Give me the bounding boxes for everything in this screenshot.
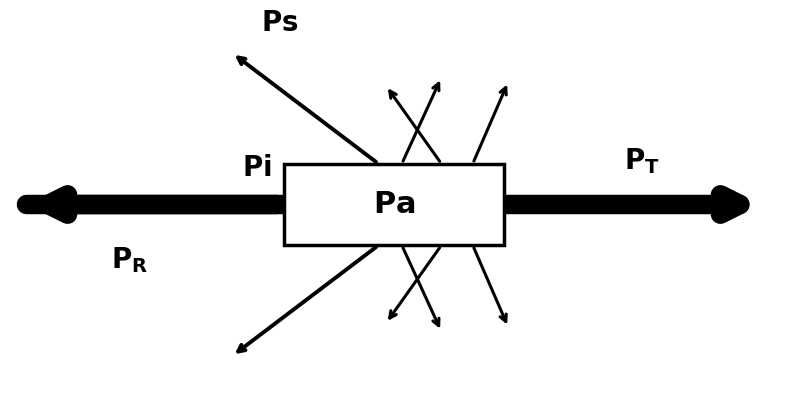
Text: $\mathbf{P_R}$: $\mathbf{P_R}$ <box>111 245 149 275</box>
FancyBboxPatch shape <box>284 164 504 245</box>
Text: $\mathbf{Pi}$: $\mathbf{Pi}$ <box>242 154 272 182</box>
Text: $\mathbf{Pa}$: $\mathbf{Pa}$ <box>373 190 415 219</box>
Text: $\mathbf{P_T}$: $\mathbf{P_T}$ <box>624 146 660 176</box>
Text: $\mathbf{Ps}$: $\mathbf{Ps}$ <box>261 9 299 37</box>
